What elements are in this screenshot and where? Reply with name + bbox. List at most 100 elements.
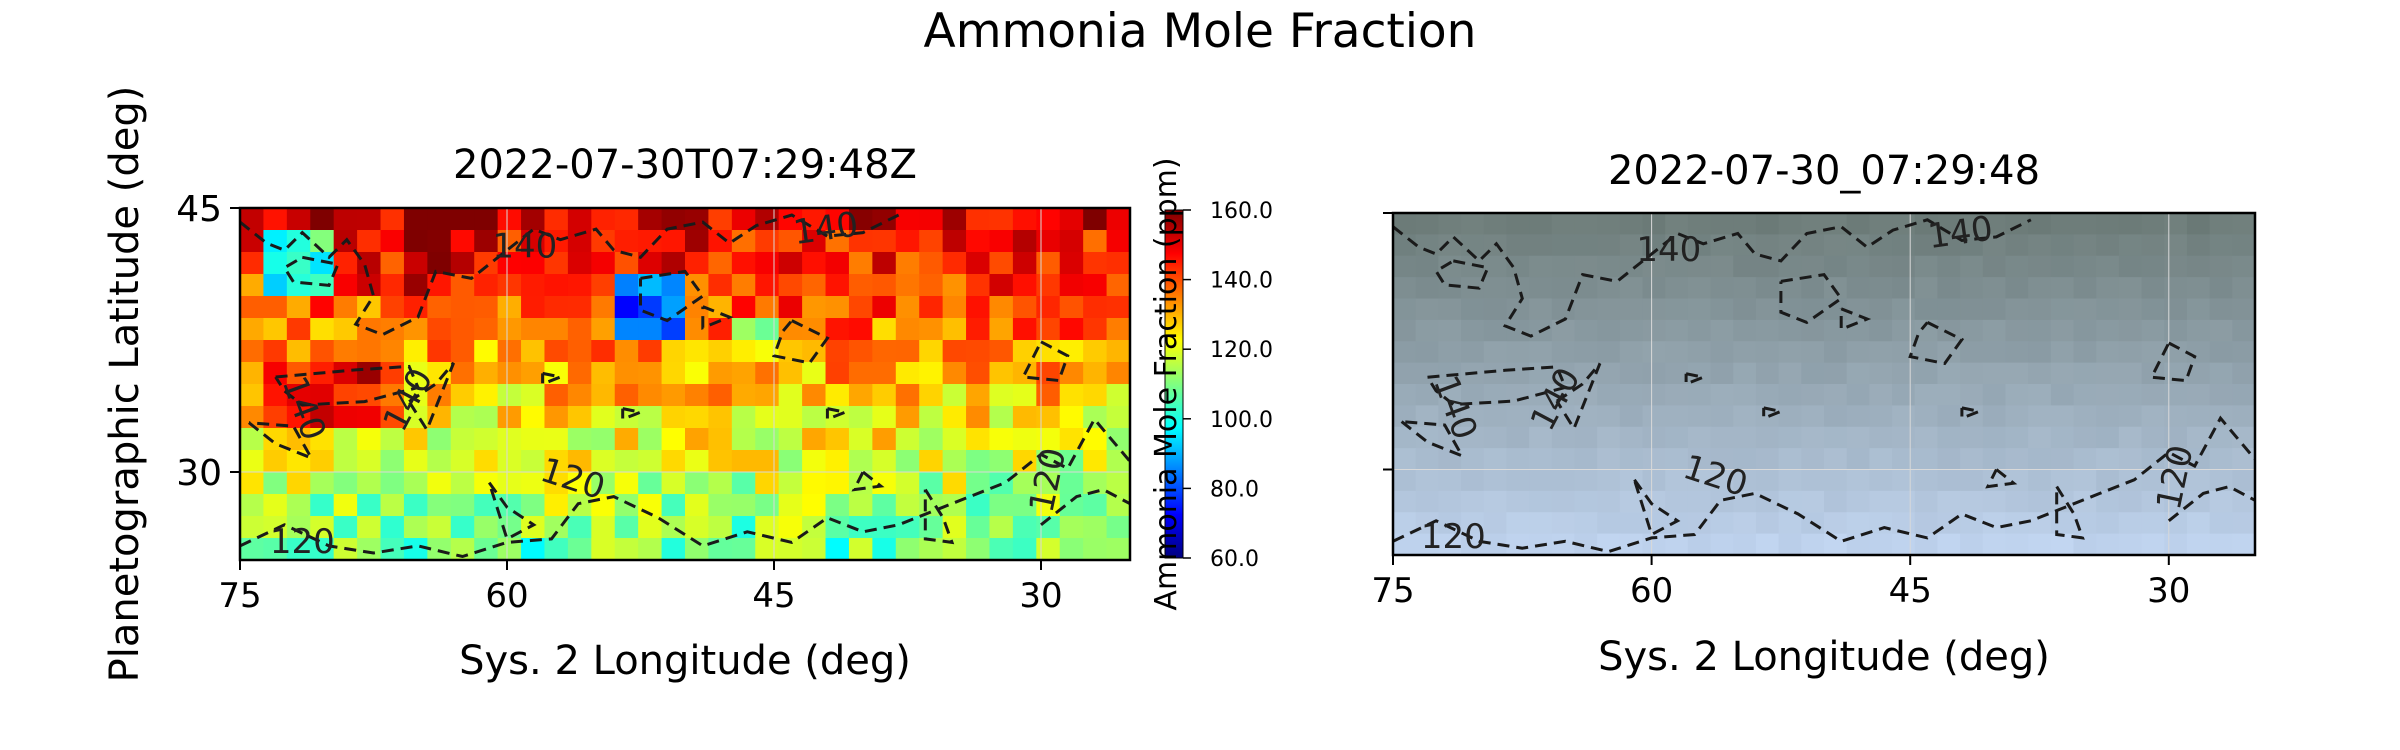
heatmap-cell xyxy=(1597,362,1621,385)
contour-line xyxy=(1839,307,1872,332)
contour-label: 120 xyxy=(270,522,335,562)
heatmap-cell xyxy=(1665,319,1689,342)
heatmap-cell xyxy=(2028,255,2052,278)
heatmap-cell xyxy=(1824,213,1848,235)
heatmap-cell xyxy=(2050,255,2075,278)
x-tick-label: 45 xyxy=(752,576,795,616)
heatmap-cell xyxy=(1642,341,1666,364)
heatmap-cell xyxy=(2073,384,2097,406)
heatmap-cell xyxy=(1801,234,1825,257)
y-tick-label: 30 xyxy=(176,453,222,494)
heatmap-cell xyxy=(638,252,663,275)
heatmap-cell xyxy=(989,340,1014,363)
heatmap-cell xyxy=(521,296,546,319)
heatmap-cell xyxy=(2050,341,2075,364)
right-xlabel: Sys. 2 Longitude (deg) xyxy=(1598,634,2050,680)
heatmap-cell xyxy=(1597,298,1621,321)
heatmap-cell xyxy=(2118,533,2143,555)
right-xticks: 75 60 45 30 xyxy=(1371,555,2190,611)
heatmap-cell xyxy=(240,318,265,341)
heatmap-cell xyxy=(1012,494,1037,517)
heatmap-cell xyxy=(1059,428,1084,451)
heatmap-cell xyxy=(1914,490,1939,513)
heatmap-cell xyxy=(403,472,428,495)
heatmap-cell xyxy=(1106,296,1130,319)
heatmap-cell xyxy=(1106,494,1130,517)
heatmap-cell xyxy=(2141,384,2165,406)
heatmap-cell xyxy=(263,538,288,560)
heatmap-cell xyxy=(1461,384,1485,406)
heatmap-cell xyxy=(966,340,991,363)
heatmap-cell xyxy=(1869,405,1893,428)
heatmap-cell xyxy=(685,318,710,341)
heatmap-cell xyxy=(1619,341,1644,364)
colorbar-gradient xyxy=(1164,209,1184,559)
heatmap-cell xyxy=(450,274,475,297)
heatmap-cell xyxy=(942,230,967,253)
left-title: 2022-07-30T07:29:48Z xyxy=(453,142,917,188)
heatmap-cell xyxy=(2164,341,2188,364)
heatmap-cell xyxy=(1059,516,1084,539)
heatmap-cell xyxy=(1665,426,1689,449)
heatmap-cell xyxy=(1755,319,1780,342)
heatmap-cell xyxy=(1506,512,1530,535)
heatmap-cell xyxy=(989,428,1014,451)
heatmap-cell xyxy=(2164,277,2188,300)
heatmap-cell xyxy=(263,472,288,495)
heatmap-cell xyxy=(685,296,710,319)
heatmap-cell xyxy=(989,296,1014,319)
heatmap-cell xyxy=(2209,213,2233,235)
heatmap-cell xyxy=(661,362,686,385)
heatmap-cell xyxy=(1106,252,1130,275)
heatmap-cell xyxy=(1597,490,1621,513)
heatmap-cell xyxy=(474,274,499,297)
heatmap-cell xyxy=(685,406,710,429)
heatmap-cell xyxy=(848,516,873,539)
heatmap-cell xyxy=(1824,405,1848,428)
heatmap-cell xyxy=(895,472,920,495)
heatmap-cell xyxy=(2005,426,2029,449)
heatmap-cell xyxy=(1778,384,1802,406)
heatmap-cell xyxy=(2028,512,2052,535)
heatmap-cell xyxy=(2232,255,2255,278)
heatmap-cell xyxy=(1687,255,1712,278)
heatmap-cell xyxy=(2164,384,2188,406)
heatmap-cell xyxy=(966,538,991,560)
heatmap-cell xyxy=(2232,319,2255,342)
heatmap-cell xyxy=(1059,208,1084,231)
heatmap-cell xyxy=(1619,255,1644,278)
heatmap-cell xyxy=(427,494,452,517)
heatmap-cell xyxy=(2118,490,2143,513)
heatmap-cell xyxy=(1012,472,1037,495)
heatmap-cell xyxy=(2141,298,2165,321)
heatmap-cell xyxy=(1551,469,1576,492)
heatmap-cell xyxy=(1846,277,1870,300)
heatmap-cell xyxy=(1846,512,1870,535)
heatmap-cell xyxy=(1982,234,2007,257)
heatmap-cell xyxy=(2164,426,2188,449)
heatmap-cell xyxy=(450,406,475,429)
heatmap-cell xyxy=(1461,469,1485,492)
heatmap-cell xyxy=(2209,255,2233,278)
heatmap-cell xyxy=(895,494,920,517)
heatmap-cell xyxy=(1083,208,1108,231)
heatmap-cell xyxy=(661,472,686,495)
heatmap-cell xyxy=(1483,362,1508,385)
heatmap-cell xyxy=(778,230,803,253)
heatmap-cell xyxy=(1036,274,1061,297)
heatmap-cell xyxy=(966,362,991,385)
heatmap-cell xyxy=(1393,490,1417,513)
heatmap-cell xyxy=(380,406,405,429)
heatmap-cell xyxy=(2096,298,2120,321)
heatmap-cell xyxy=(1393,298,1417,321)
heatmap-cell xyxy=(872,538,897,560)
heatmap-cell xyxy=(286,538,311,560)
heatmap-cell xyxy=(497,362,522,385)
contour-label: 140 xyxy=(1636,230,1701,270)
heatmap-cell xyxy=(1012,318,1037,341)
heatmap-cell xyxy=(1642,405,1666,428)
heatmap-cell xyxy=(989,384,1014,407)
heatmap-cell xyxy=(825,362,850,385)
heatmap-cell xyxy=(661,230,686,253)
heatmap-cell xyxy=(778,208,803,231)
